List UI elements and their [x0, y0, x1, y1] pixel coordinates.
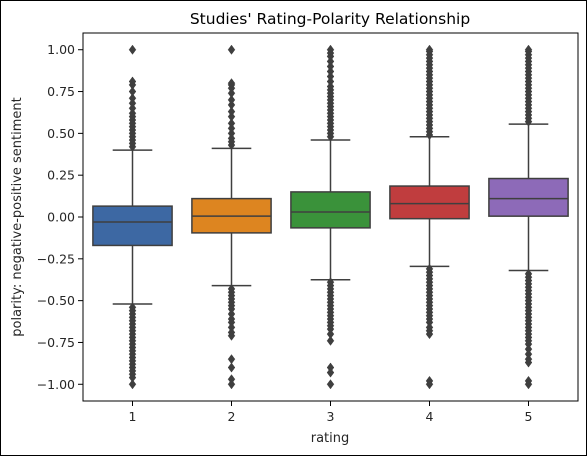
plot-area: 1.00 0.75 0.50 0.25 0.00 −0.25 −0.50 −0.75 −1.00…: [37, 32, 579, 424]
outlier-point: [524, 379, 533, 390]
y-tick-label: −0.50: [37, 293, 75, 308]
box-rating-4: [389, 185, 470, 220]
outlier-point: [326, 379, 335, 390]
outlier-point: [227, 362, 236, 373]
outlier-point: [227, 118, 236, 129]
x-tick-label: 1: [129, 409, 137, 424]
box-rating-3: [290, 191, 371, 229]
outlier-point: [524, 44, 533, 55]
outlier-point: [128, 76, 137, 87]
outlier-point: [326, 335, 335, 346]
outlier-point: [128, 93, 137, 104]
y-axis-label: polarity: negative-positive sentiment: [10, 97, 25, 336]
chart-title: Studies' Rating-Polarity Relationship: [190, 10, 470, 28]
x-tick-label: 2: [228, 409, 236, 424]
outlier-point: [425, 329, 434, 340]
outlier-point: [425, 379, 434, 390]
y-tick-label: 1.00: [47, 42, 75, 57]
outlier-point: [227, 379, 236, 390]
x-tick-label: 3: [327, 409, 335, 424]
y-tick-label: 0.00: [47, 210, 75, 225]
outlier-point: [425, 44, 434, 55]
x-tick-label: 5: [525, 409, 533, 424]
y-tick-label: 0.50: [47, 126, 75, 141]
x-tick-label: 4: [426, 409, 434, 424]
outlier-point: [227, 106, 236, 117]
x-axis-label: rating: [311, 431, 350, 446]
y-tick-label: −0.25: [37, 251, 75, 266]
outlier-point: [128, 86, 137, 97]
outlier-point: [227, 354, 236, 365]
outlier-point: [227, 94, 236, 105]
outlier-point: [326, 367, 335, 378]
outlier-point: [326, 44, 335, 55]
box-rating-5: [488, 177, 569, 217]
box-rating-1: [92, 205, 173, 247]
outlier-point: [227, 78, 236, 89]
y-tick-label: 0.75: [47, 84, 75, 99]
plot-frame: [82, 32, 579, 402]
y-tick-label: 0.25: [47, 168, 75, 183]
y-tick-label: −0.75: [37, 335, 75, 350]
outlier-point: [128, 44, 137, 55]
outlier-point: [128, 379, 137, 390]
outlier-point: [227, 44, 236, 55]
outlier-point: [524, 357, 533, 368]
y-tick-label: −1.00: [37, 377, 75, 392]
outlier-point: [227, 330, 236, 341]
